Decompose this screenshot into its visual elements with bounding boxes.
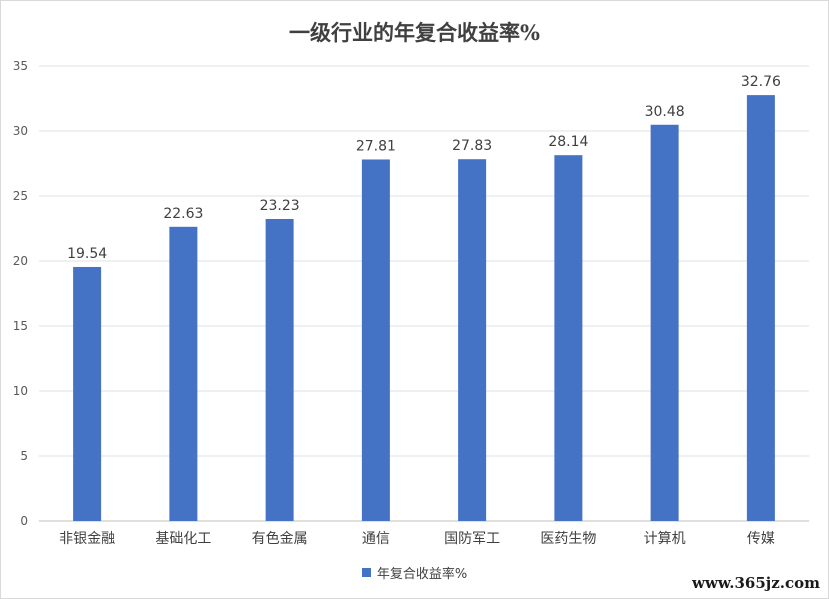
y-tick-label: 5 — [20, 449, 28, 463]
x-axis-ticks: 非银金融 基础化工 有色金属 通信 国防军工 医药生物 计算机 传媒 — [59, 530, 775, 547]
data-label: 22.63 — [163, 206, 203, 222]
data-label: 27.83 — [452, 138, 492, 154]
y-tick-label: 20 — [13, 254, 28, 268]
bar — [73, 266, 102, 521]
x-tick-label: 医药生物 — [540, 531, 596, 547]
legend: 年复合收益率% — [1, 563, 828, 582]
x-tick-label: 传媒 — [747, 531, 775, 547]
y-tick-label: 25 — [13, 189, 28, 203]
y-tick-label: 15 — [13, 319, 28, 333]
data-label: 30.48 — [645, 104, 685, 120]
y-tick-label: 30 — [13, 124, 28, 138]
y-tick-label: 10 — [13, 384, 28, 398]
y-axis-ticks: 0 5 10 15 20 25 30 35 — [13, 59, 28, 528]
bars — [73, 95, 775, 522]
legend-swatch — [361, 568, 371, 577]
bar — [361, 159, 390, 521]
bar — [265, 219, 294, 521]
data-label: 23.23 — [260, 198, 300, 214]
gridlines — [39, 65, 809, 522]
x-tick-label: 有色金属 — [252, 530, 308, 547]
x-tick-label: 非银金融 — [59, 531, 115, 547]
y-tick-label: 35 — [13, 59, 28, 73]
bar — [650, 124, 679, 521]
legend-label: 年复合收益率% — [376, 567, 468, 582]
data-label: 28.14 — [548, 134, 588, 150]
x-tick-label: 计算机 — [644, 531, 686, 547]
x-tick-label: 通信 — [362, 531, 390, 547]
x-tick-label: 国防军工 — [444, 531, 500, 547]
data-label: 19.54 — [67, 246, 107, 262]
watermark: www.365jz.com — [692, 574, 820, 592]
data-label: 27.81 — [356, 138, 396, 154]
chart-title: 一级行业的年复合收益率% — [289, 20, 540, 45]
data-label: 32.76 — [741, 74, 781, 90]
y-tick-label: 0 — [20, 514, 28, 528]
bar — [169, 226, 198, 521]
bar — [458, 159, 487, 521]
data-labels: 19.54 22.63 23.23 27.81 27.83 28.14 30.48 32.76 — [67, 74, 781, 262]
bar — [554, 155, 583, 521]
x-tick-label: 基础化工 — [155, 530, 211, 547]
bar — [746, 95, 775, 522]
